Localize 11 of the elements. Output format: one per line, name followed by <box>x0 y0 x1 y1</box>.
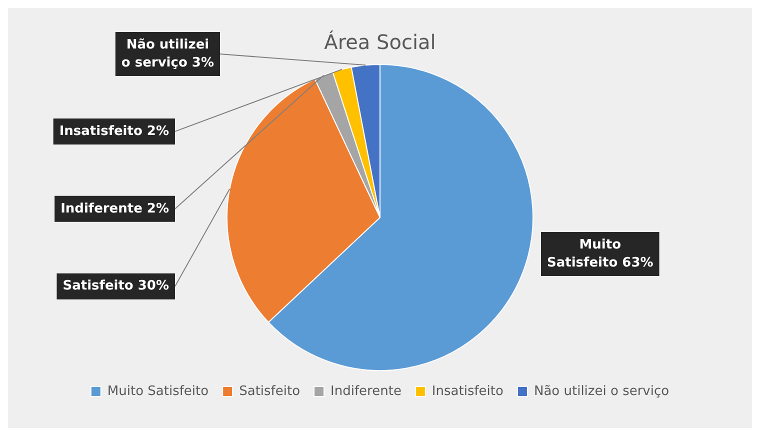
data-label: Insatisfeito 2% <box>59 124 170 139</box>
data-label: Não utilizei o serviço 3% <box>121 37 214 70</box>
legend-label: Insatisfeito <box>432 384 504 399</box>
chart-title: Área Social <box>324 30 436 54</box>
data-label: Satisfeito 30% <box>62 278 170 294</box>
legend-label: Não utilizei o serviço <box>534 384 670 399</box>
data-label: Muito Satisfeito 63% <box>546 237 654 270</box>
legend-label: Muito Satisfeito <box>107 384 209 399</box>
legend-label: Indiferente <box>330 384 402 399</box>
data-label: Indiferente 2% <box>60 201 169 216</box>
legend-label: Satisfeito <box>239 384 300 399</box>
